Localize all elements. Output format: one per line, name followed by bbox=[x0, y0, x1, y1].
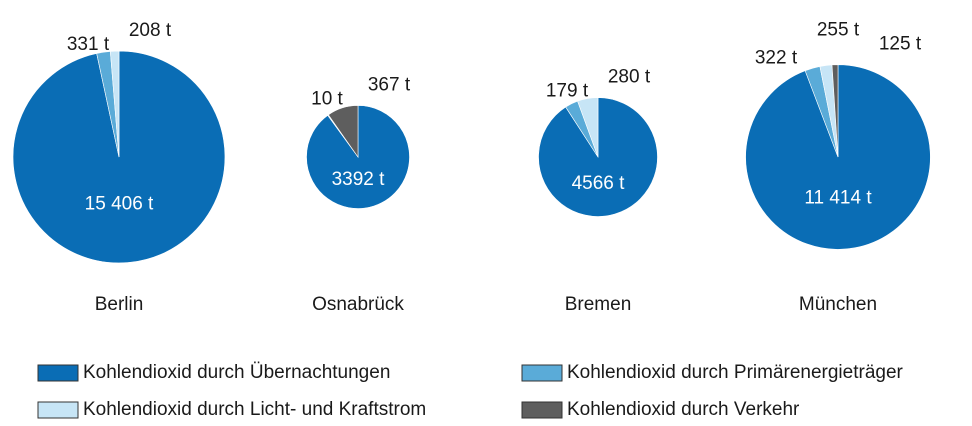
slice-label: 367 t bbox=[368, 75, 411, 96]
category-label: Bremen bbox=[565, 294, 632, 315]
legend-label: Kohlendioxid durch Primärenergieträger bbox=[567, 362, 904, 383]
legend-swatch bbox=[37, 364, 79, 382]
pie-slice bbox=[110, 50, 120, 158]
pie-slice bbox=[831, 64, 839, 158]
slice-label: 179 t bbox=[546, 81, 589, 102]
legend-swatch bbox=[521, 401, 563, 419]
pie-slice bbox=[577, 97, 599, 158]
legend-label: Kohlendioxid durch Verkehr bbox=[567, 399, 800, 420]
category-label: Osnabrück bbox=[312, 294, 404, 315]
slice-label: 331 t bbox=[67, 34, 110, 55]
pie-slice bbox=[327, 105, 359, 158]
legend-swatch bbox=[37, 401, 79, 419]
slice-label: 280 t bbox=[608, 67, 651, 88]
slice-label: 10 t bbox=[311, 89, 343, 110]
category-label: München bbox=[799, 294, 877, 315]
legend-label: Kohlendioxid durch Übernachtungen bbox=[83, 362, 390, 383]
category-label: Berlin bbox=[95, 294, 144, 315]
legend-swatch bbox=[521, 364, 563, 382]
slice-label: 15 406 t bbox=[85, 194, 154, 215]
slice-label: 322 t bbox=[755, 48, 798, 69]
slice-label: 3392 t bbox=[332, 169, 386, 190]
slice-label: 208 t bbox=[129, 20, 172, 41]
slice-label: 4566 t bbox=[572, 173, 626, 194]
slice-label: 125 t bbox=[879, 34, 922, 55]
legend-label: Kohlendioxid durch Licht- und Kraftstrom bbox=[83, 399, 426, 420]
slice-label: 11 414 t bbox=[804, 188, 872, 209]
slice-label: 255 t bbox=[817, 20, 860, 41]
